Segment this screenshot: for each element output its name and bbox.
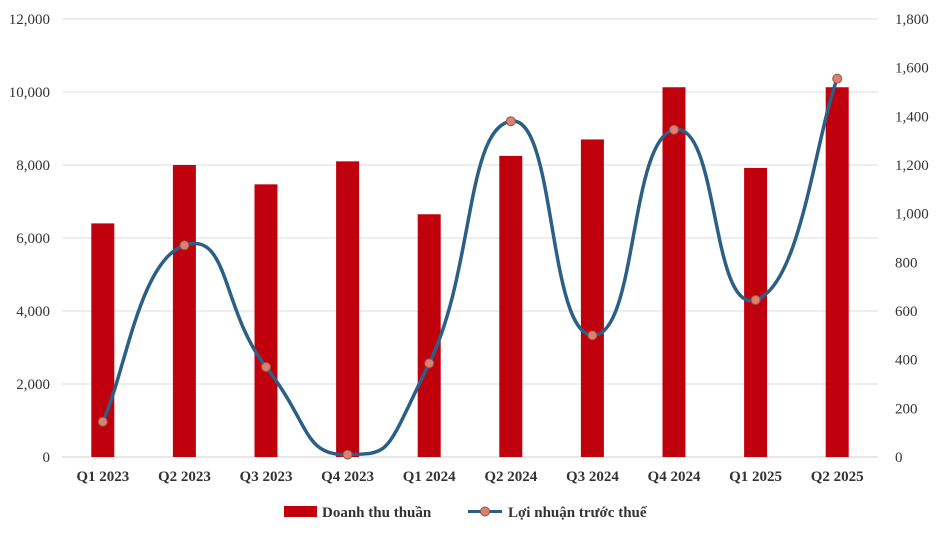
- left-tick-label: 2,000: [16, 377, 50, 393]
- left-tick-label: 8,000: [16, 158, 50, 174]
- revenue-bar: [580, 139, 604, 457]
- legend-label-revenue: Doanh thu thuần: [322, 505, 432, 521]
- category-label: Q4 2024: [648, 469, 701, 485]
- profit-marker: [669, 124, 679, 135]
- left-tick-label: 6,000: [16, 231, 50, 247]
- profit-marker: [750, 295, 761, 306]
- category-label: Q1 2024: [403, 469, 456, 485]
- legend-swatch-revenue: [284, 506, 317, 517]
- revenue-bar: [825, 87, 849, 457]
- revenue-bars: [91, 87, 849, 458]
- revenue-bar: [499, 155, 523, 457]
- revenue-bar: [336, 161, 360, 457]
- left-tick-label: 0: [43, 450, 51, 466]
- category-label: Q3 2024: [566, 469, 619, 485]
- profit-marker: [505, 116, 516, 127]
- category-label: Q1 2023: [76, 469, 129, 485]
- right-tick-label: 600: [895, 304, 918, 320]
- profit-marker: [179, 240, 190, 251]
- profit-marker: [261, 361, 271, 372]
- right-tick-label: 800: [895, 255, 918, 271]
- profit-marker: [832, 73, 843, 84]
- right-tick-label: 1,800: [895, 12, 929, 28]
- right-tick-label: 1,200: [895, 158, 929, 174]
- right-tick-label: 1,400: [895, 109, 929, 125]
- category-label: Q1 2025: [729, 469, 782, 485]
- revenue-bar: [254, 184, 278, 457]
- revenue-bar: [662, 87, 686, 457]
- profit-marker: [424, 358, 435, 369]
- category-label: Q2 2023: [158, 469, 211, 485]
- revenue-bar: [91, 223, 115, 457]
- category-label: Q2 2024: [484, 469, 537, 485]
- right-tick-label: 0: [895, 450, 903, 466]
- left-tick-label: 10,000: [9, 85, 50, 101]
- legend-marker-profit: [480, 506, 490, 517]
- category-label: Q2 2025: [811, 469, 864, 485]
- right-tick-label: 1,600: [895, 61, 929, 77]
- profit-marker: [342, 449, 353, 460]
- left-tick-label: 12,000: [9, 12, 50, 28]
- profit-line: [101, 78, 839, 457]
- category-label: Q4 2023: [321, 469, 374, 485]
- gridlines: [62, 18, 878, 458]
- legend: Doanh thu thuần Lợi nhuận trước thuế: [284, 505, 648, 521]
- legend-label-profit: Lợi nhuận trước thuế: [508, 505, 648, 521]
- revenue-bar: [172, 165, 196, 457]
- x-axis: Q1 2023 Q2 2023 Q3 2023 Q4 2023 Q1 2024 Q2 20…: [76, 469, 863, 485]
- left-tick-label: 4,000: [16, 304, 50, 320]
- revenue-bar: [744, 167, 768, 458]
- right-axis: 0 200 400 600 800 1,000 1,200 1,400 1,600 1,800: [895, 12, 929, 466]
- right-tick-label: 200: [895, 401, 918, 417]
- right-tick-label: 1,000: [895, 207, 929, 223]
- right-tick-label: 400: [895, 353, 918, 369]
- left-axis: 0 2,000 4,000 6,000 8,000 10,000 12,000: [9, 12, 50, 466]
- profit-marker: [97, 416, 108, 427]
- profit-markers: [97, 73, 843, 460]
- revenue-bar: [417, 214, 441, 457]
- category-label: Q3 2023: [240, 469, 293, 485]
- profit-marker: [587, 330, 598, 341]
